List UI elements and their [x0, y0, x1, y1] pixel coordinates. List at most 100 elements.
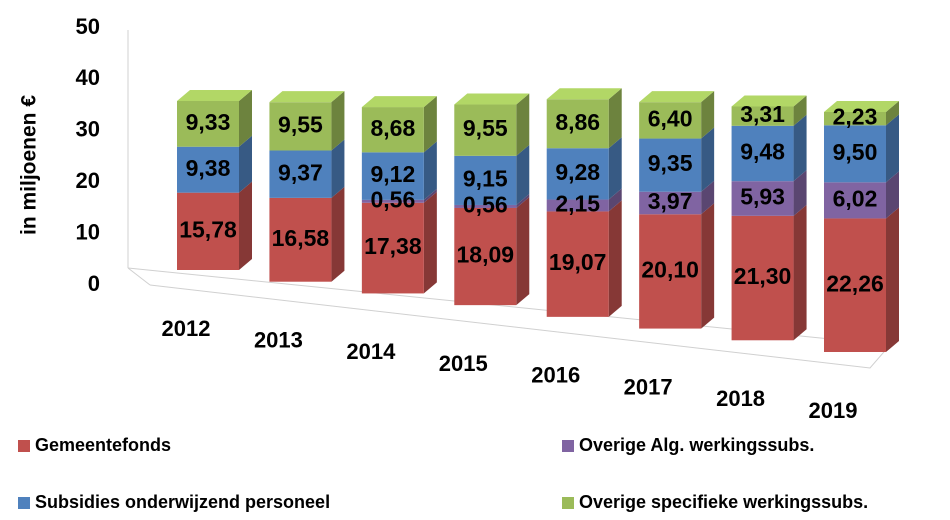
bar-side: [793, 204, 807, 341]
bar-segment: [177, 135, 252, 193]
bar-side: [701, 127, 715, 192]
bar-segment: [639, 203, 715, 329]
bar-segment: [639, 180, 715, 215]
bar-segment: [454, 196, 530, 306]
bar: [731, 125, 794, 182]
x-tick-label: 2012: [162, 316, 211, 341]
x-tick-label: 2018: [716, 386, 765, 411]
data-label: 2,15: [555, 191, 600, 217]
bar-top: [269, 91, 345, 103]
bar-segment: [269, 186, 345, 282]
y-tick-label: 50: [76, 14, 100, 39]
data-label: 16,58: [272, 225, 330, 251]
bar-side: [516, 193, 530, 208]
bar: [177, 100, 239, 147]
data-label: 9,38: [186, 155, 231, 181]
bar: [731, 106, 794, 126]
data-label: 15,78: [179, 216, 237, 242]
bar: [546, 99, 609, 149]
bar-segment: [177, 181, 252, 270]
data-label: 9,15: [463, 165, 508, 191]
bar-side: [608, 200, 622, 317]
bar-segment: [824, 207, 899, 352]
bar: [269, 150, 332, 198]
bar: [824, 218, 886, 352]
bar-side: [701, 91, 715, 139]
x-tick-label: 2019: [809, 398, 858, 423]
bar: [269, 197, 332, 282]
bar-side: [423, 96, 437, 153]
data-label: 5,93: [740, 184, 785, 210]
bar-segment: [177, 89, 252, 147]
bar-side: [239, 89, 252, 147]
x-tick-label: 2013: [254, 328, 303, 353]
bar: [546, 199, 609, 212]
y-tick-label: 10: [76, 219, 100, 244]
data-label: 9,37: [278, 159, 323, 185]
bar-segment: [361, 96, 437, 153]
bar-side: [793, 95, 807, 126]
data-label: 9,55: [463, 115, 508, 141]
bar-side: [331, 91, 345, 151]
data-label: 9,48: [740, 139, 785, 165]
bar: [639, 138, 702, 192]
bar-side: [516, 196, 530, 306]
bar: [177, 192, 239, 270]
data-label: 9,35: [648, 150, 693, 176]
data-label: 9,12: [370, 161, 415, 187]
bar-segment: [269, 139, 345, 198]
legend-label: Overige Alg. werkingssubs.: [579, 435, 814, 455]
legend-swatch: [562, 497, 574, 509]
legend-label: Subsidies onderwijzend personeel: [35, 492, 330, 512]
data-label: 19,07: [549, 249, 607, 275]
bar-top: [824, 100, 899, 112]
bar-segment: [639, 91, 715, 139]
data-label: 3,31: [740, 101, 785, 127]
bar-side: [886, 114, 899, 183]
bar-segment: [546, 188, 622, 212]
bar-side: [239, 135, 252, 193]
data-label: 9,50: [833, 139, 878, 165]
bar-segment: [824, 100, 899, 126]
bar-segment: [269, 91, 345, 151]
bar-side: [701, 203, 715, 329]
bar: [639, 102, 702, 139]
data-label: 22,26: [826, 270, 884, 296]
data-label: 8,86: [555, 109, 600, 135]
bar-top: [454, 93, 530, 105]
bar-segment: [361, 188, 437, 203]
bar-side: [516, 93, 530, 156]
bar-side: [886, 100, 899, 126]
data-label: 3,97: [648, 188, 693, 214]
data-label: 2,23: [833, 104, 878, 130]
data-label: 6,02: [833, 185, 878, 211]
bar-segment: [731, 170, 807, 216]
y-tick-label: 20: [76, 168, 100, 193]
bar: [546, 211, 609, 317]
bar: [824, 182, 886, 219]
x-tick-label: 2014: [346, 339, 396, 364]
bar: [454, 207, 517, 306]
data-label: 9,55: [278, 111, 323, 137]
bar-segment: [454, 144, 530, 205]
bar-segment: [639, 127, 715, 192]
bar-side: [423, 191, 437, 294]
y-axis-label: in miljoenen €: [18, 95, 41, 235]
bar: [269, 102, 332, 151]
legend-swatch: [18, 497, 30, 509]
bar: [361, 202, 424, 294]
bar: [177, 146, 239, 193]
bar-top: [731, 95, 807, 107]
bar: [454, 155, 517, 205]
bar: [546, 148, 609, 200]
bar-side: [608, 188, 622, 212]
data-label: 0,56: [370, 186, 415, 212]
x-tick-label: 2015: [439, 351, 488, 376]
data-label: 9,33: [186, 109, 231, 135]
bar: [639, 191, 702, 215]
bar: [454, 104, 517, 156]
data-label: 18,09: [457, 242, 515, 268]
data-label: 0,56: [463, 192, 508, 218]
bar-segment: [731, 95, 807, 126]
